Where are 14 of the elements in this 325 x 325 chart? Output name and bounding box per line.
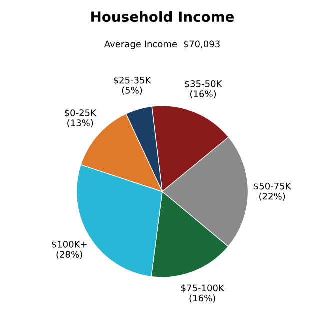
chart-title: Household Income xyxy=(92,11,234,22)
data-label: (28%) xyxy=(56,250,82,260)
slice-label: $50-75K xyxy=(254,182,292,191)
data-label: (16%) xyxy=(190,90,216,99)
slice-label: $35-50K xyxy=(185,80,222,89)
data-label: (22%) xyxy=(260,192,286,201)
slice-label: $25-35K xyxy=(114,76,152,85)
slice-label: $0-25K xyxy=(65,109,97,118)
slice-label: $75-100K xyxy=(182,284,225,293)
data-label: (16%) xyxy=(190,294,216,303)
data-label: (5%) xyxy=(122,86,142,95)
chart-subtitle: Average Income $70,093 xyxy=(104,40,220,50)
slice-label: $100K+ xyxy=(52,240,87,250)
data-label: (13%) xyxy=(68,120,94,128)
